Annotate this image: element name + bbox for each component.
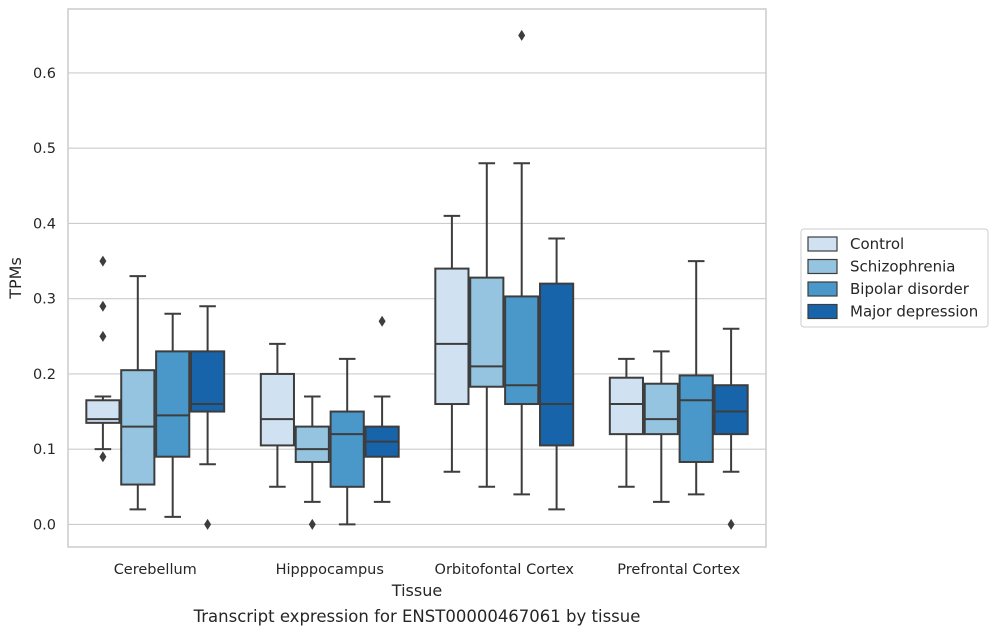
- y-tick-label: 0.4: [33, 216, 56, 232]
- box-rect: [85, 399, 121, 424]
- box-groups: [85, 29, 749, 530]
- box-plot: [678, 260, 714, 496]
- box-plot: [190, 305, 226, 530]
- legend-swatch: [807, 281, 838, 297]
- box-plot: [155, 312, 191, 518]
- legend-swatch: [807, 236, 838, 252]
- x-tick-label: Cerebellum: [114, 562, 197, 578]
- outlier-point: [99, 330, 107, 342]
- outlier-point: [99, 255, 107, 267]
- box-plot: [259, 342, 295, 488]
- y-axis-label: TPMs: [6, 257, 25, 300]
- box-rect: [190, 350, 226, 413]
- box-rect: [259, 372, 295, 447]
- outlier-point: [99, 451, 107, 463]
- box-plot: [504, 29, 540, 496]
- y-tick-labels: 0.0 0.1 0.2 0.3 0.4 0.5 0.6: [33, 66, 56, 533]
- x-tick-label: Prefrontal Cortex: [617, 562, 740, 578]
- x-axis-label: Tissue: [391, 581, 442, 600]
- box-plot: [329, 357, 365, 526]
- y-tick-label: 0.6: [33, 66, 56, 82]
- x-tick-label: Orbitofontal Cortex: [435, 562, 575, 578]
- box-plot: [364, 315, 400, 503]
- y-tick-label: 0.1: [33, 442, 56, 458]
- box-rect: [539, 282, 575, 447]
- legend-item: Schizophrenia: [807, 258, 955, 276]
- legend-label: Schizophrenia: [850, 258, 955, 276]
- outlier-point: [204, 518, 212, 530]
- box-rect: [329, 410, 365, 488]
- plot-frame: [67, 8, 767, 548]
- legend-swatch: [807, 303, 838, 320]
- box-rect: [469, 276, 505, 388]
- outlier-point: [518, 29, 526, 41]
- box-plot: [713, 327, 749, 530]
- legend-frame: [800, 228, 989, 328]
- legend-label: Bipolar disorder: [850, 280, 970, 298]
- box-plot: [539, 237, 575, 511]
- box-rect: [294, 425, 330, 463]
- box-plot: [469, 162, 505, 488]
- y-tick-label: 0.5: [33, 141, 56, 157]
- legend-item: Bipolar disorder: [807, 280, 970, 298]
- legend-items: Control Schizophrenia Bipolar disorder Majo…: [807, 235, 978, 321]
- box-plot: [434, 214, 470, 473]
- outlier-point: [308, 518, 316, 530]
- x-tick-labels: Cerebellum Hipppocampus Orbitofontal Corte…: [114, 562, 741, 578]
- outlier-point: [378, 315, 386, 327]
- outlier-point: [727, 518, 735, 530]
- legend-swatch: [807, 258, 838, 275]
- y-tick-label: 0.2: [33, 367, 56, 383]
- box-rect: [504, 295, 540, 406]
- box-rect: [608, 376, 644, 436]
- y-tick-label: 0.0: [33, 517, 56, 533]
- box-rect: [434, 267, 470, 406]
- box-plot: [643, 350, 679, 503]
- legend-label: Major depression: [850, 303, 978, 321]
- box-rect: [155, 350, 191, 458]
- x-tick-label: Hipppocampus: [276, 562, 384, 578]
- box-plot: [294, 395, 330, 530]
- box-plot: [85, 255, 121, 463]
- legend-item: Control: [807, 235, 904, 253]
- box-rect: [643, 382, 679, 436]
- box-rect: [678, 374, 714, 463]
- legend-item: Major depression: [807, 303, 978, 321]
- legend-label: Control: [850, 235, 904, 253]
- outlier-point: [99, 300, 107, 312]
- y-tick-label: 0.3: [33, 292, 56, 308]
- box-rect: [713, 384, 749, 436]
- box-plot: [120, 275, 156, 511]
- legend: Control Schizophrenia Bipolar disorder Majo…: [800, 228, 989, 328]
- box-plot: [608, 357, 644, 488]
- chart-caption: Transcript expression for ENST0000046706…: [193, 607, 641, 626]
